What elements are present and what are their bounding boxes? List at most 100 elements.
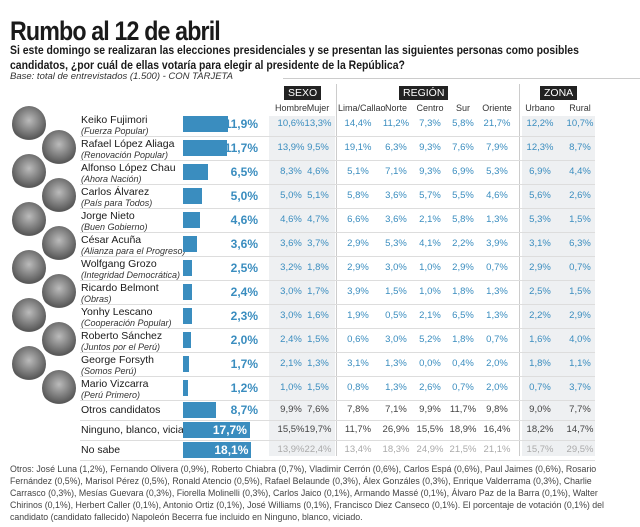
cell-value: 5,3% <box>486 166 508 177</box>
cell-value: 3,0% <box>280 286 302 297</box>
bar-value-label: 11,7% <box>224 141 258 155</box>
row-divider <box>80 440 595 441</box>
row-divider <box>80 160 595 161</box>
cell-value: 0,0% <box>419 358 441 369</box>
cell-value: 4,6% <box>280 214 302 225</box>
candidate-name: Roberto Sánchez <box>81 330 163 342</box>
cell-value: 13,9% <box>277 444 305 455</box>
cell-value: 18,2% <box>526 424 554 435</box>
cell-value: 21,1% <box>483 444 511 455</box>
column-header: Centro <box>416 103 444 113</box>
cell-value: 4,1% <box>419 238 441 249</box>
party-name: (Perú Primero) <box>81 390 141 400</box>
cell-value: 9,8% <box>486 404 508 415</box>
bar-value-label: 6,5% <box>230 165 258 179</box>
sexo-shade <box>269 116 335 456</box>
cell-value: 1,3% <box>486 310 508 321</box>
cell-value: 2,4% <box>280 334 302 345</box>
candidate-photo <box>12 298 46 334</box>
category-name: No sabe <box>81 444 121 456</box>
candidate-name: Alfonso López Chau <box>81 162 176 174</box>
candidate-photo <box>42 226 76 262</box>
cell-value: 0,7% <box>486 334 508 345</box>
candidate-name: Wolfgang Grozo <box>81 258 157 270</box>
zona-shade <box>522 116 595 456</box>
column-header: Norte <box>384 103 407 113</box>
cell-value: 5,1% <box>307 190 329 201</box>
cell-value: 1,6% <box>529 334 551 345</box>
cell-value: 6,3% <box>569 238 591 249</box>
cell-value: 2,1% <box>419 310 441 321</box>
column-header: Urbano <box>525 103 555 113</box>
cell-value: 5,3% <box>529 214 551 225</box>
cell-value: 6,3% <box>385 142 407 153</box>
cell-value: 2,0% <box>486 358 508 369</box>
cell-value: 2,2% <box>529 310 551 321</box>
cell-value: 7,3% <box>419 118 441 129</box>
cell-value: 1,3% <box>307 358 329 369</box>
bar <box>183 380 188 396</box>
cell-value: 7,9% <box>486 142 508 153</box>
cell-value: 15,7% <box>526 444 554 455</box>
base-note: Base: total de entrevistados (1.500) - C… <box>10 71 233 82</box>
cell-value: 1,5% <box>307 334 329 345</box>
candidate-name: Yonhy Lescano <box>81 306 153 318</box>
candidate-name: Rafael López Aliaga <box>81 138 175 150</box>
cell-value: 0,7% <box>452 382 474 393</box>
candidate-photo <box>12 250 46 286</box>
party-name: (Renovación Popular) <box>81 150 169 160</box>
cell-value: 3,7% <box>569 382 591 393</box>
row-divider <box>80 136 595 137</box>
cell-value: 6,5% <box>452 310 474 321</box>
row-divider <box>80 420 595 421</box>
cell-value: 1,3% <box>486 214 508 225</box>
candidate-name: Jorge Nieto <box>81 210 135 222</box>
party-name: (Somos Perú) <box>81 366 137 376</box>
cell-value: 1,0% <box>280 382 302 393</box>
bar-value-label: 1,7% <box>230 357 258 371</box>
cell-value: 13,9% <box>277 142 305 153</box>
cell-value: 2,5% <box>529 286 551 297</box>
cell-value: 15,5% <box>416 424 444 435</box>
divider <box>283 78 640 79</box>
cell-value: 8,3% <box>280 166 302 177</box>
bar <box>183 356 190 372</box>
candidate-photo <box>42 370 76 406</box>
party-name: (Fuerza Popular) <box>81 126 149 136</box>
party-name: (Integridad Democrática) <box>81 270 181 280</box>
bar <box>183 236 197 252</box>
cell-value: 13,4% <box>344 444 372 455</box>
cell-value: 12,2% <box>526 118 554 129</box>
divider <box>519 84 520 456</box>
cell-value: 7,7% <box>569 404 591 415</box>
cell-value: 1,8% <box>307 262 329 273</box>
bar-value-label: 2,0% <box>230 333 258 347</box>
cell-value: 3,6% <box>385 190 407 201</box>
candidate-photo <box>12 346 46 382</box>
bar <box>183 188 202 204</box>
cell-value: 1,8% <box>452 334 474 345</box>
cell-value: 2,6% <box>419 382 441 393</box>
cell-value: 0,8% <box>347 382 369 393</box>
column-header: Lima/Callao <box>338 103 386 113</box>
cell-value: 2,6% <box>569 190 591 201</box>
cell-value: 13,3% <box>304 118 332 129</box>
cell-value: 21,5% <box>449 444 477 455</box>
bar-value-label: 2,5% <box>230 261 258 275</box>
cell-value: 3,1% <box>347 358 369 369</box>
cell-value: 4,4% <box>569 166 591 177</box>
category-name: Ninguno, blanco, viciado <box>81 424 196 436</box>
cell-value: 1,5% <box>569 214 591 225</box>
cell-value: 3,2% <box>280 262 302 273</box>
candidate-photo <box>42 322 76 358</box>
cell-value: 1,9% <box>347 310 369 321</box>
cell-value: 8,7% <box>569 142 591 153</box>
bar <box>183 442 252 458</box>
candidate-photo <box>12 154 46 190</box>
cell-value: 7,1% <box>385 166 407 177</box>
cell-value: 11,2% <box>382 118 410 129</box>
bar-value-label: 1,2% <box>230 381 258 395</box>
column-header: Oriente <box>482 103 512 113</box>
bar-value-label: 4,6% <box>230 213 258 227</box>
party-name: (Alianza para el Progreso) <box>81 246 186 256</box>
